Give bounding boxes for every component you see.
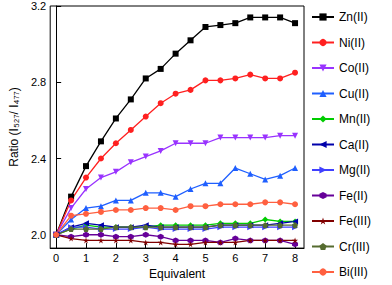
svg-text:Co(II): Co(II) [339, 61, 369, 75]
svg-text:2.0: 2.0 [31, 229, 46, 241]
svg-text:7: 7 [262, 252, 268, 264]
svg-text:Equivalent: Equivalent [149, 267, 206, 281]
svg-text:Mg(II): Mg(II) [339, 163, 370, 177]
svg-text:Zn(II): Zn(II) [339, 10, 368, 24]
svg-text:8: 8 [292, 252, 298, 264]
svg-text:Fe(III): Fe(III) [339, 214, 371, 228]
svg-text:2.4: 2.4 [31, 153, 46, 165]
svg-text:Fe(II): Fe(II) [339, 189, 368, 203]
svg-text:Ni(II): Ni(II) [339, 36, 365, 50]
svg-text:5: 5 [202, 252, 208, 264]
svg-text:3.2: 3.2 [31, 0, 46, 12]
svg-text:Bi(III): Bi(III) [339, 265, 368, 279]
svg-text:4: 4 [173, 252, 179, 264]
svg-text:Ratio (I₅₂₇/ I₄₇₇): Ratio (I₅₂₇/ I₄₇₇) [7, 87, 21, 166]
svg-text:2: 2 [113, 252, 119, 264]
svg-text:Mn(II): Mn(II) [339, 112, 370, 126]
svg-text:Cr(III): Cr(III) [339, 240, 370, 254]
svg-text:6: 6 [232, 252, 238, 264]
svg-text:1: 1 [83, 252, 89, 264]
svg-text:0: 0 [53, 252, 59, 264]
svg-text:3: 3 [143, 252, 149, 264]
svg-text:Cu(II): Cu(II) [339, 87, 369, 101]
svg-text:Ca(II): Ca(II) [339, 138, 369, 152]
svg-text:2.8: 2.8 [31, 76, 46, 88]
